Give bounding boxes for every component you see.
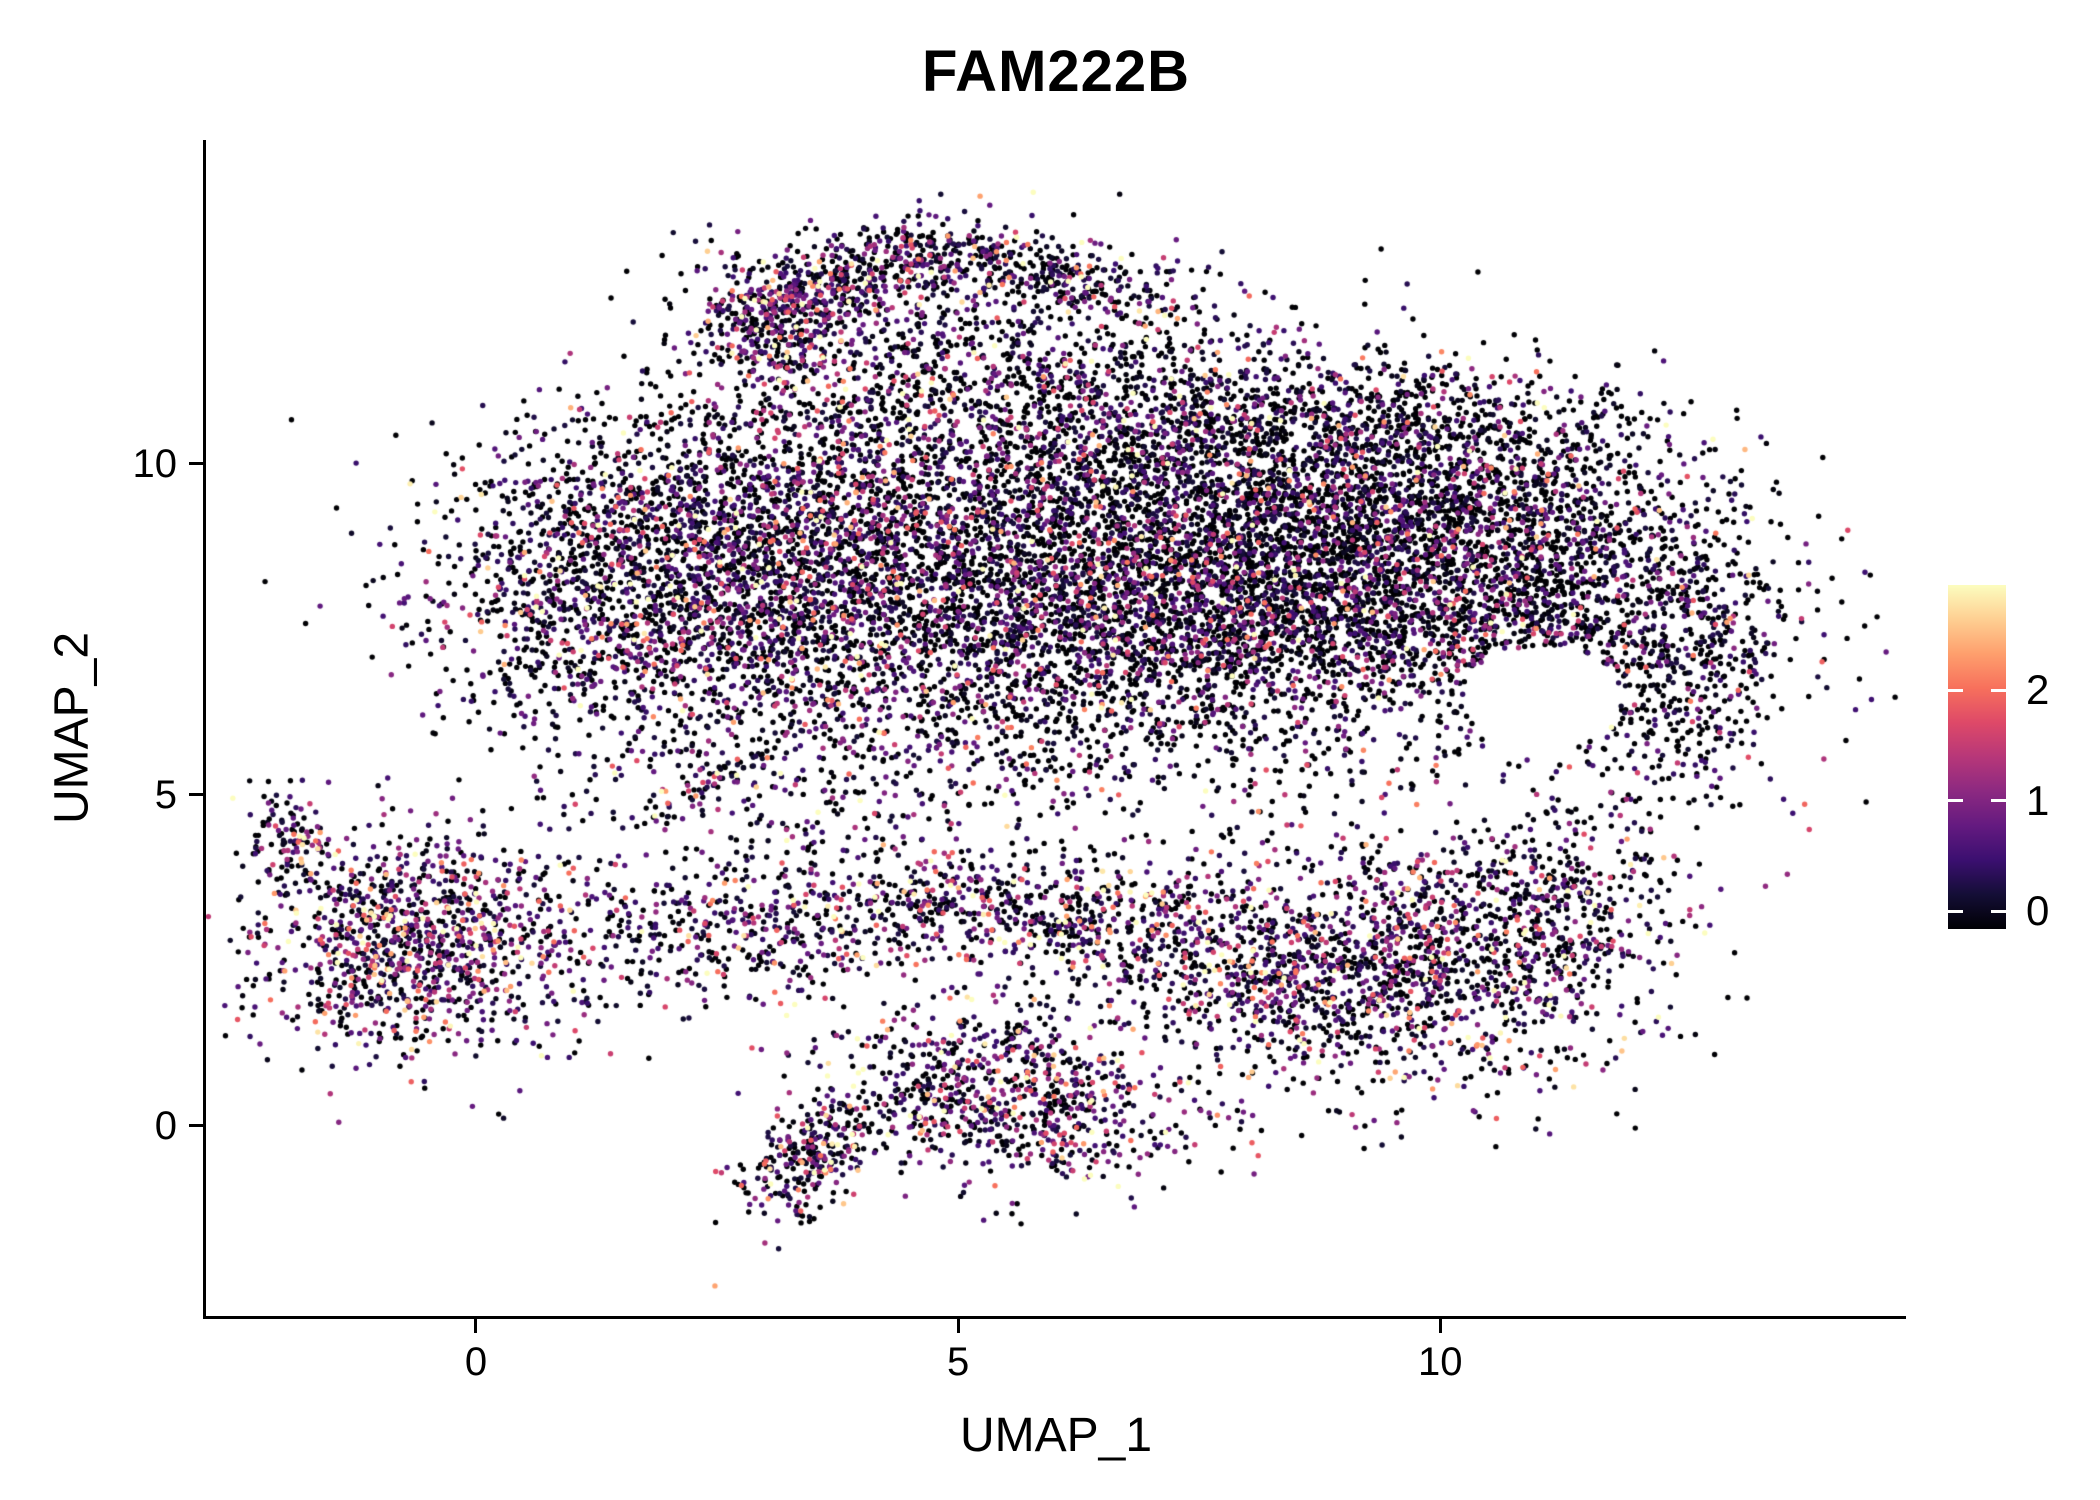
x-tick-mark [474,1319,478,1333]
colorbar-tick-mark [1948,799,1963,803]
y-tick-mark [189,1124,203,1128]
y-tick-label: 0 [154,1103,177,1148]
x-tick-label: 0 [464,1340,488,1384]
plot-title: FAM222B [921,39,1191,104]
y-tick-mark [189,793,203,797]
x-tick-label: 5 [947,1340,970,1384]
y-tick-label: 5 [154,772,177,817]
x-tick-label: 10 [1418,1340,1463,1384]
colorbar-tick-label: 2 [2026,666,2050,714]
colorbar-tick-mark [1948,909,1963,913]
x-tick-mark [1438,1319,1442,1333]
colorbar-tick-label: 0 [2026,887,2050,935]
y-tick-mark [189,462,203,466]
x-axis-label: UMAP_1 [959,1409,1153,1462]
colorbar-tick-mark [1991,799,2006,803]
y-axis-label: UMAP_2 [45,631,99,825]
colorbar-tick-mark [1991,688,2006,692]
plot-panel [203,140,1906,1319]
colorbar-tick-mark [1948,688,1963,692]
expression-colorbar-gradient [1948,585,2006,929]
x-tick-mark [956,1319,960,1333]
umap-scatter-canvas [206,140,1906,1316]
colorbar-tick-mark [1991,909,2006,913]
colorbar-tick-label: 1 [2026,776,2050,824]
y-tick-label: 10 [132,441,178,486]
